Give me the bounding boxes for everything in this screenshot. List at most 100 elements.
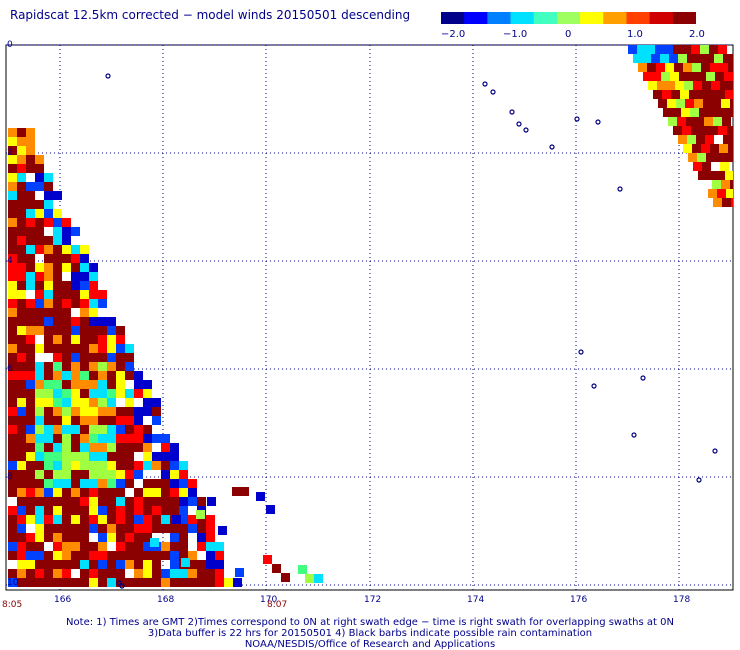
wind-diff-pixel xyxy=(8,182,17,191)
wind-diff-pixel xyxy=(26,362,35,371)
wind-diff-pixel xyxy=(134,416,143,425)
wind-diff-pixel xyxy=(62,551,71,560)
wind-diff-pixel xyxy=(80,362,89,371)
wind-diff-pixel xyxy=(80,263,89,272)
wind-diff-pixel xyxy=(692,63,701,72)
footnote-line-2: 3)Data buffer is 22 hrs for 20150501 4) … xyxy=(147,628,593,639)
island-outline xyxy=(516,121,522,127)
wind-diff-pixel xyxy=(197,578,206,587)
wind-diff-pixel xyxy=(53,209,62,218)
wind-diff-pixel xyxy=(35,173,44,182)
wind-diff-pixel xyxy=(89,335,98,344)
wind-diff-pixel xyxy=(53,479,62,488)
wind-diff-pixel xyxy=(98,560,107,569)
wind-diff-pixel xyxy=(26,479,35,488)
wind-diff-pixel xyxy=(35,416,44,425)
wind-diff-pixel xyxy=(26,542,35,551)
wind-diff-pixel xyxy=(35,227,44,236)
island-outline xyxy=(595,119,601,125)
wind-diff-pixel xyxy=(107,425,116,434)
wind-diff-pixel xyxy=(89,578,98,587)
wind-diff-pixel xyxy=(26,200,35,209)
wind-diff-pixel xyxy=(732,135,733,144)
wind-diff-pixel xyxy=(107,389,116,398)
wind-diff-pixel xyxy=(697,153,706,162)
wind-diff-pixel xyxy=(17,479,26,488)
wind-diff-pixel xyxy=(8,155,17,164)
wind-diff-pixel xyxy=(62,398,71,407)
wind-diff-pixel xyxy=(678,135,687,144)
wind-diff-pixel xyxy=(80,353,89,362)
wind-diff-pixel xyxy=(89,542,98,551)
wind-diff-pixel xyxy=(684,81,693,90)
wind-diff-pixel xyxy=(196,510,205,519)
wind-diff-pixel xyxy=(663,108,672,117)
wind-diff-pixel xyxy=(8,371,17,380)
wind-diff-pixel xyxy=(35,362,44,371)
wind-diff-pixel xyxy=(107,524,116,533)
wind-diff-pixel xyxy=(89,488,98,497)
wind-diff-pixel xyxy=(35,290,44,299)
wind-diff-pixel xyxy=(89,479,98,488)
wind-diff-pixel xyxy=(98,425,107,434)
wind-diff-pixel xyxy=(674,63,683,72)
wind-diff-pixel xyxy=(17,452,26,461)
wind-diff-pixel xyxy=(62,308,71,317)
wind-diff-pixel xyxy=(35,497,44,506)
wind-diff-pixel xyxy=(26,317,35,326)
wind-diff-pixel xyxy=(116,416,125,425)
wind-diff-pixel xyxy=(26,299,35,308)
lat-tick-label: 4 xyxy=(7,256,13,266)
wind-diff-pixel xyxy=(35,245,44,254)
wind-diff-pixel xyxy=(8,344,17,353)
wind-diff-pixel xyxy=(188,551,197,560)
wind-diff-pixel xyxy=(683,63,692,72)
wind-diff-pixel xyxy=(8,551,17,560)
wind-diff-pixel xyxy=(125,425,134,434)
wind-diff-pixel xyxy=(8,533,17,542)
wind-diff-pixel xyxy=(17,578,26,587)
wind-diff-pixel xyxy=(134,470,143,479)
colorbar-tick-label: 2.0 xyxy=(689,29,705,40)
wind-diff-pixel xyxy=(98,461,107,470)
wind-diff-pixel xyxy=(44,389,53,398)
wind-diff-pixel xyxy=(80,506,89,515)
wind-diff-pixel xyxy=(690,108,699,117)
wind-diff-pixel xyxy=(53,371,62,380)
wind-diff-pixel xyxy=(71,281,80,290)
wind-diff-pixel xyxy=(44,218,53,227)
wind-diff-pixel xyxy=(53,443,62,452)
wind-diff-pixel xyxy=(170,479,179,488)
wind-diff-pixel xyxy=(17,209,26,218)
wind-diff-pixel xyxy=(17,308,26,317)
wind-diff-pixel xyxy=(35,371,44,380)
wind-diff-pixel xyxy=(179,497,188,506)
wind-diff-pixel xyxy=(62,416,71,425)
lat-tick-label: 0 xyxy=(7,40,13,50)
wind-diff-pixel xyxy=(706,153,715,162)
wind-diff-pixel xyxy=(80,452,89,461)
wind-diff-pixel xyxy=(44,569,53,578)
wind-diff-pixel xyxy=(44,479,53,488)
lon-tick-label: 176 xyxy=(570,595,588,605)
wind-diff-pixel xyxy=(653,90,662,99)
wind-diff-pixel xyxy=(17,326,26,335)
wind-diff-pixel xyxy=(17,137,26,146)
wind-diff-pixel xyxy=(17,362,26,371)
wind-diff-pixel xyxy=(134,506,143,515)
wind-diff-pixel xyxy=(107,551,116,560)
wind-diff-pixel xyxy=(116,461,125,470)
wind-diff-pixel xyxy=(188,560,197,569)
colorbar-segment xyxy=(580,12,604,24)
wind-diff-pixel xyxy=(35,479,44,488)
wind-diff-pixel xyxy=(701,63,710,72)
colorbar-segment xyxy=(626,12,651,24)
wind-diff-pixel xyxy=(161,506,170,515)
wind-diff-pixel xyxy=(125,362,134,371)
wind-diff-pixel xyxy=(232,487,241,496)
wind-diff-pixel xyxy=(80,479,89,488)
wind-diff-pixel xyxy=(26,380,35,389)
wind-diff-pixel xyxy=(62,299,71,308)
wind-diff-pixel xyxy=(71,551,80,560)
swath-time-label: 8:07 xyxy=(267,600,288,610)
